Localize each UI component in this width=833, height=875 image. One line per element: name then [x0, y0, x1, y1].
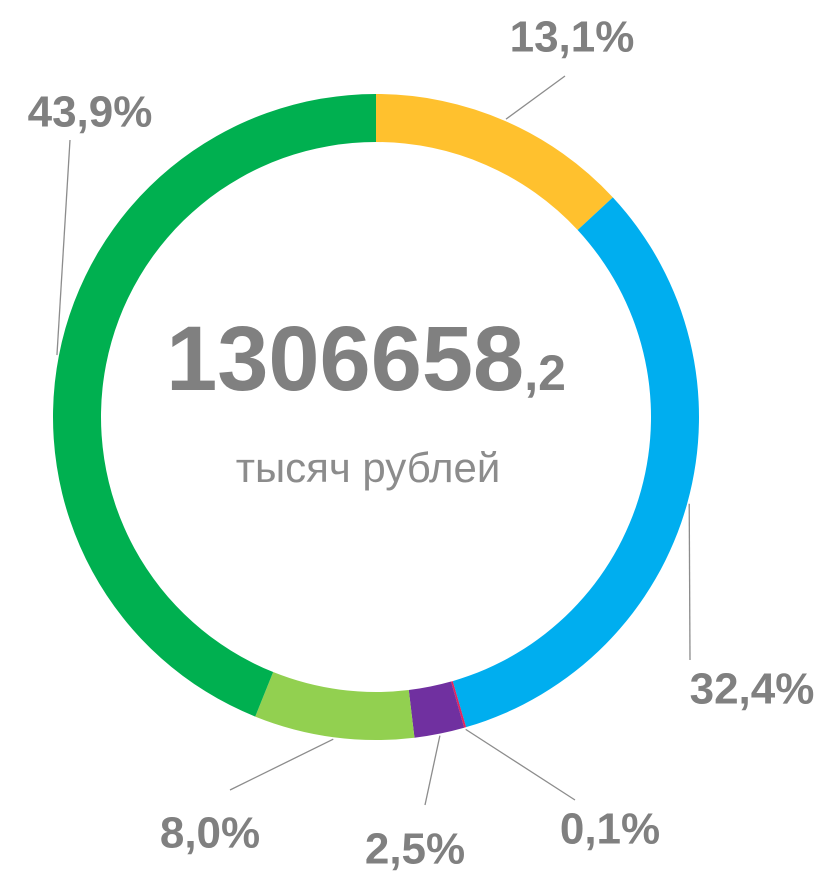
total-unit: тысяч рублей: [236, 444, 501, 491]
total-main: 1306658: [166, 308, 524, 410]
data-label: 13,1%: [510, 13, 635, 62]
data-label: 32,4%: [690, 665, 815, 714]
center-total: 1306658,2: [166, 308, 566, 410]
data-label: 8,0%: [160, 809, 260, 858]
donut-segment: [452, 197, 700, 728]
donut-segment: [255, 672, 415, 740]
donut-segment: [451, 681, 467, 728]
leader-line: [505, 75, 566, 120]
total-decimal: ,2: [524, 345, 566, 401]
leader-line: [229, 738, 334, 791]
leader-line: [424, 735, 441, 806]
donut-segment: [408, 681, 465, 738]
data-label: 2,5%: [365, 825, 465, 874]
leader-line: [56, 139, 71, 356]
data-label: 0,1%: [560, 805, 660, 854]
leader-line: [688, 503, 691, 661]
leader-line: [465, 728, 576, 801]
donut-segment: [53, 94, 376, 717]
donut-segment: [376, 94, 613, 231]
data-label: 43,9%: [28, 88, 153, 137]
